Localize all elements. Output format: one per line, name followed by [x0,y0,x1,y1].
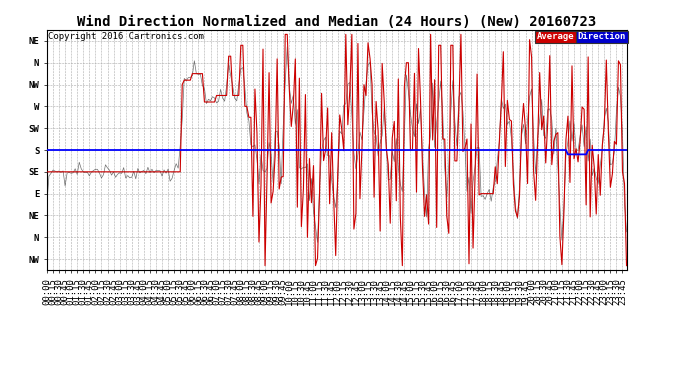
Text: Direction: Direction [578,32,627,41]
Text: Average: Average [537,32,574,41]
Text: Copyright 2016 Cartronics.com: Copyright 2016 Cartronics.com [48,32,204,41]
Title: Wind Direction Normalized and Median (24 Hours) (New) 20160723: Wind Direction Normalized and Median (24… [77,15,596,29]
